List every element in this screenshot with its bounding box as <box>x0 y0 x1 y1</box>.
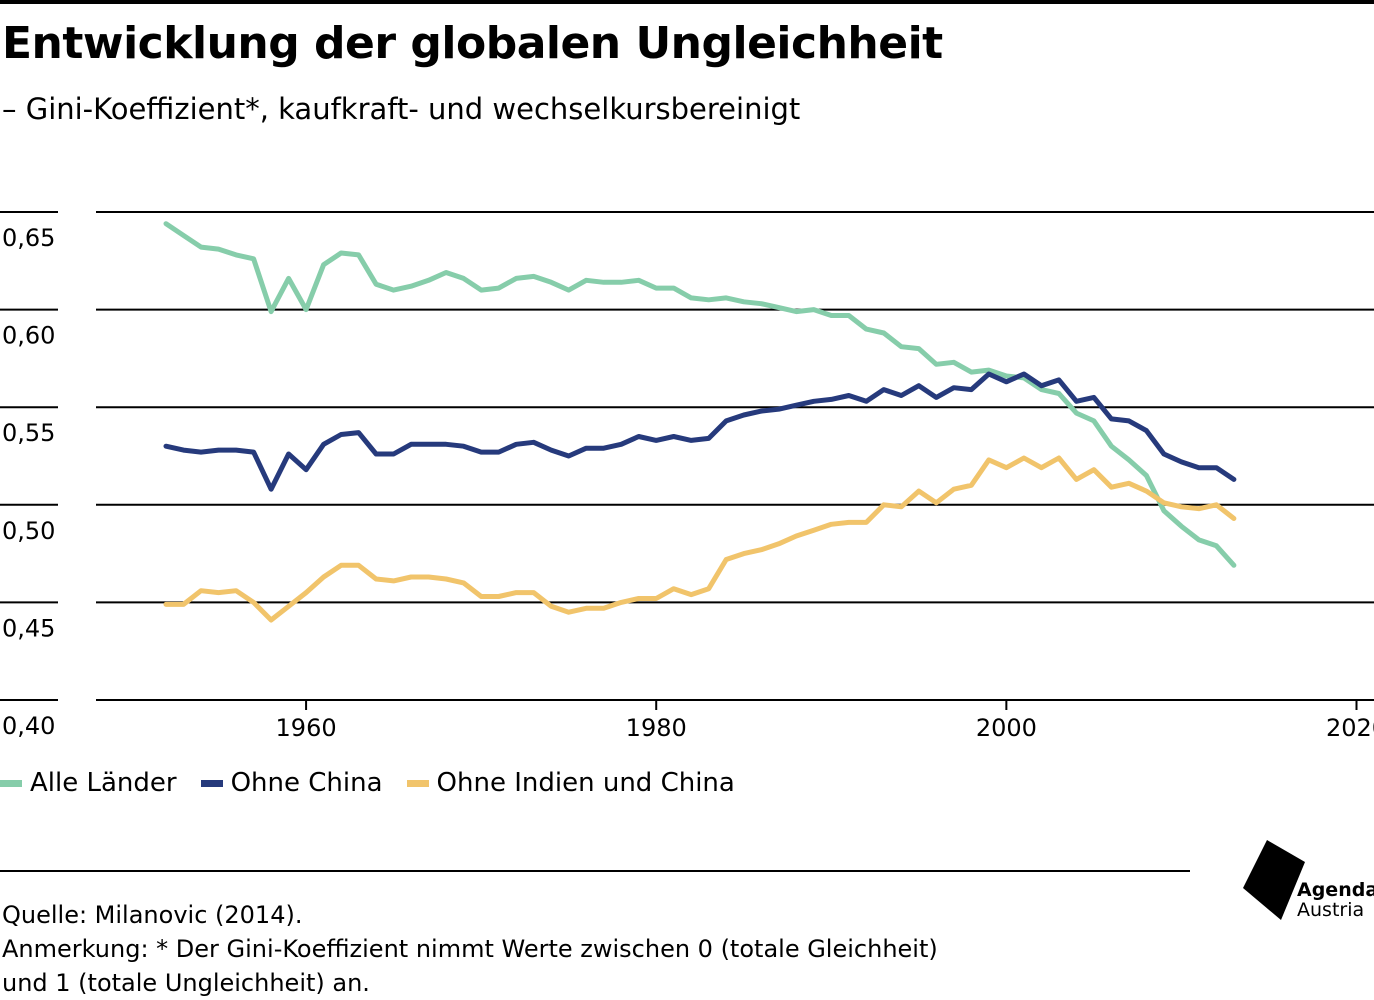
remark-line-1: Anmerkung: * Der Gini-Koeffizient nimmt … <box>2 935 938 963</box>
logo-line-2: Austria <box>1297 899 1365 921</box>
legend-swatch-alle-laender <box>0 779 22 787</box>
y-tick-label: 0,55 <box>2 419 55 447</box>
legend: Alle Länder Ohne China Ohne Indien und C… <box>0 768 759 798</box>
legend-swatch-ohne-indien-und-china <box>406 779 429 787</box>
legend-label-ohne-china: Ohne China <box>230 768 383 798</box>
footnotes: Quelle: Milanovic (2014). Anmerkung: * D… <box>2 898 938 1000</box>
chart-subtitle: – Gini-Koeffizient*, kaufkraft- und wech… <box>2 92 801 126</box>
source-note: Quelle: Milanovic (2014). <box>2 901 303 929</box>
x-tick-label: 1960 <box>276 714 337 742</box>
top-rule <box>0 0 1374 4</box>
agenda-austria-logo-icon <box>1243 840 1305 920</box>
legend-item-ohne-china: Ohne China <box>200 768 383 798</box>
logo-line-1: Agenda <box>1297 879 1374 901</box>
series-line-1 <box>163 371 1237 492</box>
y-tick-label: 0,45 <box>2 614 55 642</box>
footer-rule <box>0 870 1190 872</box>
legend-label-alle-laender: Alle Länder <box>30 768 177 798</box>
y-tick-label: 0,60 <box>2 322 55 350</box>
legend-swatch-ohne-china <box>200 779 223 787</box>
logo-wordmark: Agenda Austria <box>1297 880 1374 920</box>
x-tick-label: 1980 <box>626 714 687 742</box>
remark-line-2: und 1 (totale Ungleichheit) an. <box>2 969 370 997</box>
series-line-2 <box>163 455 1237 623</box>
y-tick-label: 0,40 <box>2 712 55 740</box>
legend-item-ohne-indien-und-china: Ohne Indien und China <box>406 768 735 798</box>
legend-label-ohne-indien-und-china: Ohne Indien und China <box>436 768 735 798</box>
legend-item-alle-laender: Alle Länder <box>0 768 177 798</box>
x-tick-label: 2000 <box>976 714 1037 742</box>
y-tick-label: 0,65 <box>2 224 55 252</box>
y-tick-label: 0,50 <box>2 517 55 545</box>
chart-title: Entwicklung der globalen Ungleichheit <box>2 18 943 69</box>
series-line-0 <box>163 221 1237 568</box>
line-chart: 0,40 0,45 0,50 0,55 0,60 0,65 1960 1980 2000 2020 <box>0 211 1374 742</box>
x-tick-label: 2020 <box>1326 714 1374 742</box>
